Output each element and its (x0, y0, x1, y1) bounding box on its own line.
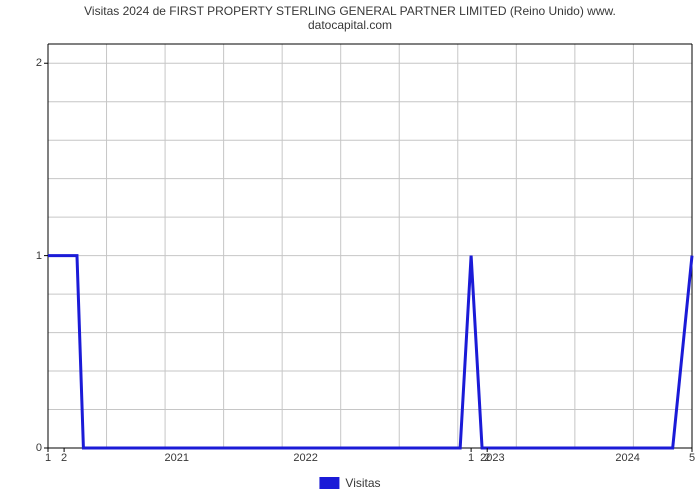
y-tick-label: 1 (36, 250, 42, 262)
chart-legend: Visitas (319, 476, 380, 490)
legend-swatch (319, 477, 339, 489)
chart-title: Visitas 2024 de FIRST PROPERTY STERLING … (0, 4, 700, 33)
y-tick-label: 0 (36, 442, 42, 454)
x-tick-label: 1 (45, 452, 51, 464)
chart-title-line2: datocapital.com (0, 18, 700, 32)
x-year-label: 2021 (165, 452, 189, 464)
x-tick-label: 2 (61, 452, 67, 464)
x-tick-label: 1 (468, 452, 474, 464)
chart-svg (48, 44, 692, 448)
x-tick-label: 5 (689, 452, 695, 464)
y-tick-label: 2 (36, 57, 42, 69)
x-year-label: 2024 (615, 452, 639, 464)
chart-plot-area: 012121252021202220232024 (48, 44, 692, 448)
chart-title-line1: Visitas 2024 de FIRST PROPERTY STERLING … (0, 4, 700, 18)
legend-label: Visitas (345, 476, 380, 490)
x-year-label: 2022 (293, 452, 317, 464)
x-year-label: 2023 (480, 452, 504, 464)
